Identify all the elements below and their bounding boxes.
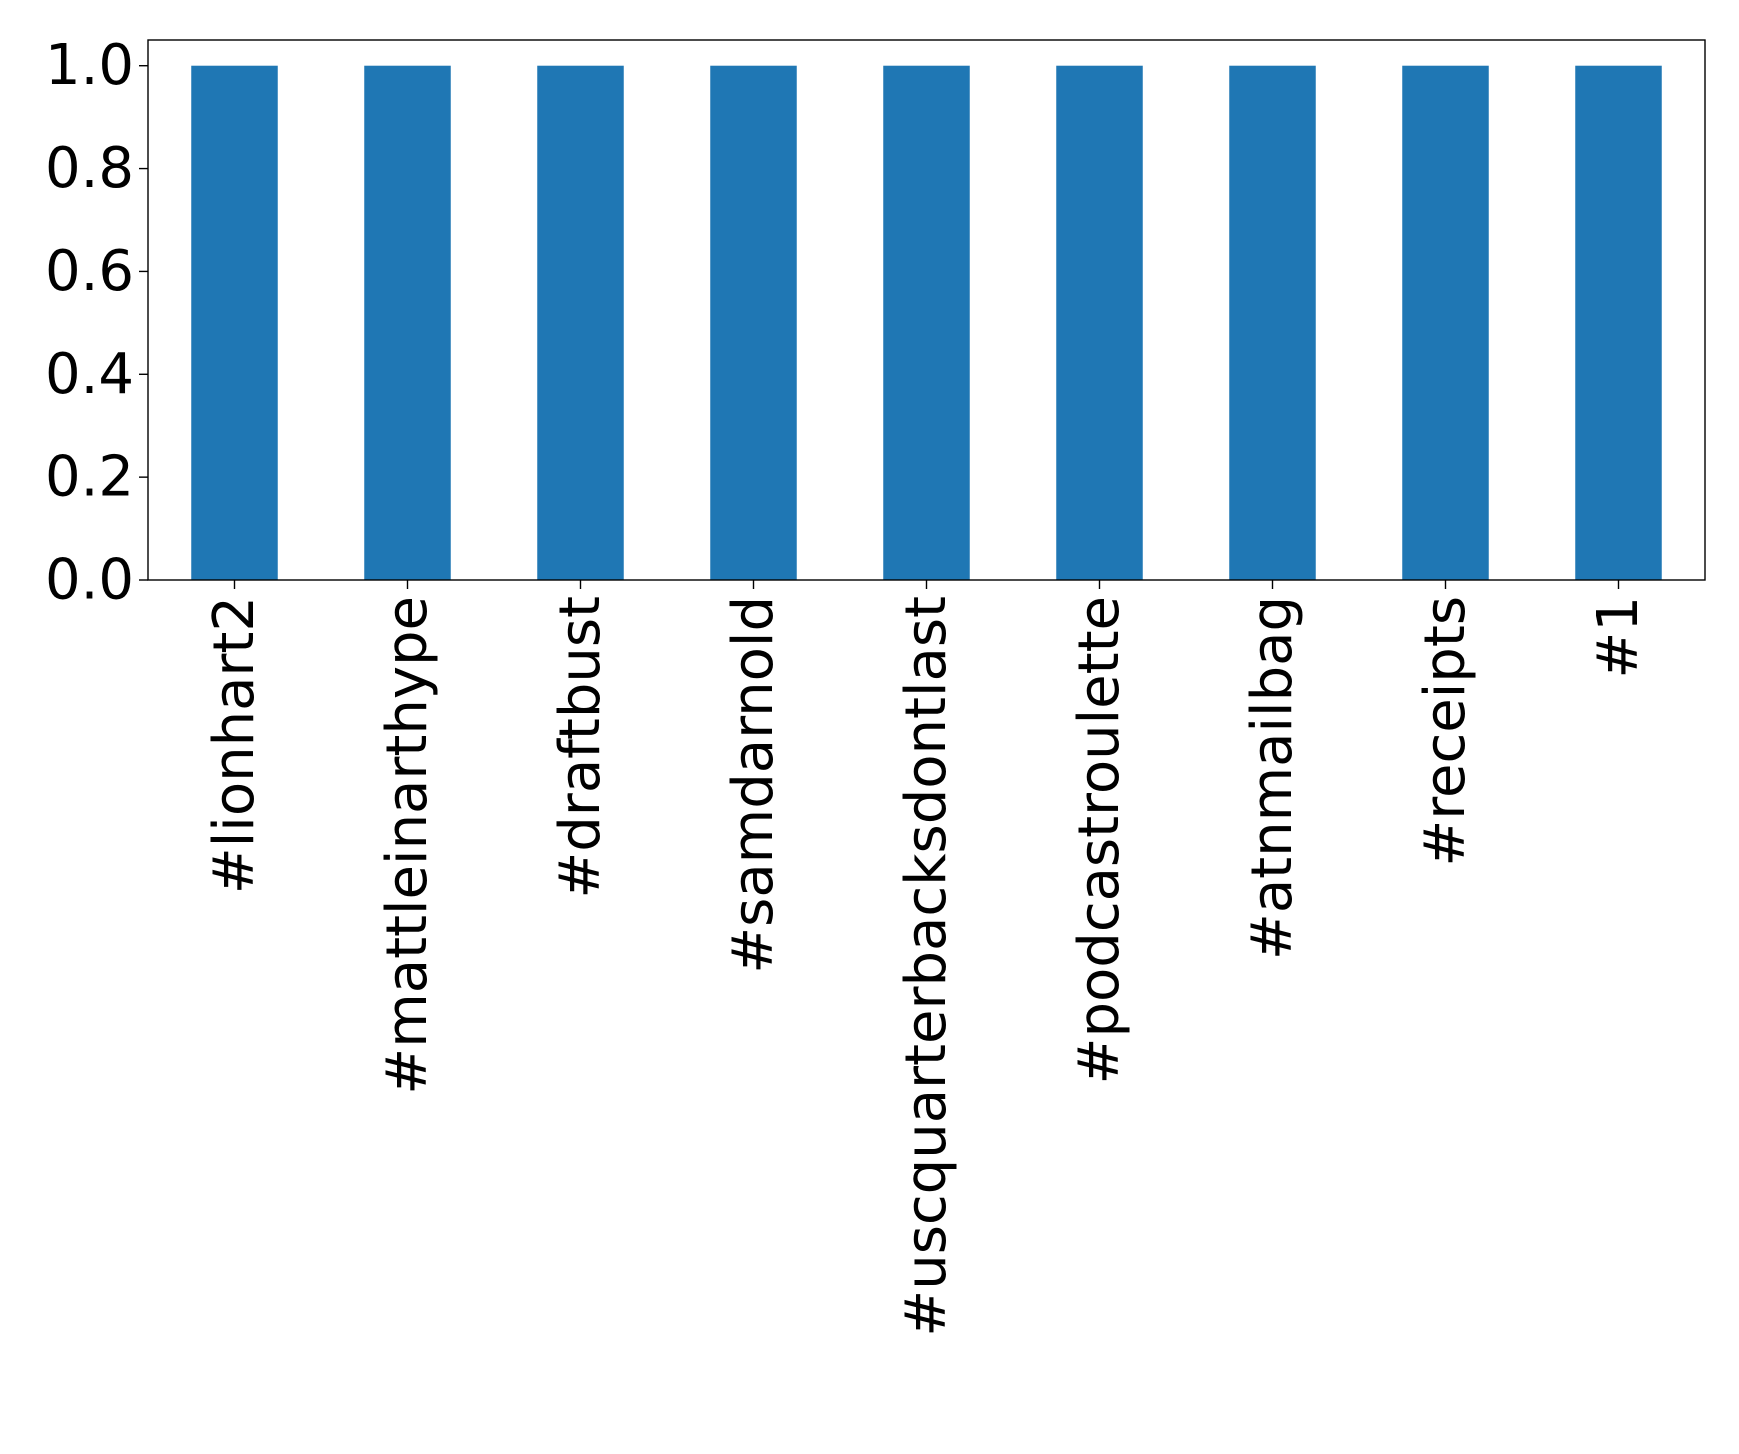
bar-7 <box>1402 65 1489 580</box>
x-tick-label-3: #samdarnold <box>721 596 786 974</box>
y-tick-label-2: 0.4 <box>45 342 134 407</box>
y-tick-label-5: 1.0 <box>45 33 134 98</box>
y-tick-label-3: 0.6 <box>45 239 134 304</box>
bar-0 <box>191 65 278 580</box>
x-tick-label-8: #1 <box>1586 596 1651 679</box>
x-tick-label-7: #receipts <box>1413 596 1478 867</box>
bar-4 <box>883 65 970 580</box>
bar-3 <box>710 65 797 580</box>
x-tick-label-0: #lionhart2 <box>202 596 267 894</box>
bar-8 <box>1575 65 1662 580</box>
y-ticks: 0.0 0.2 0.4 0.6 0.8 1.0 <box>45 33 148 613</box>
bar-2 <box>537 65 624 580</box>
bars-layer <box>191 65 1662 580</box>
y-tick-label-0: 0.0 <box>45 548 134 613</box>
x-tick-label-5: #podcastroulette <box>1067 596 1132 1084</box>
bar-5 <box>1056 65 1143 580</box>
x-tick-label-1: #mattleinarthype <box>375 596 440 1095</box>
x-tick-label-2: #draftbust <box>548 596 613 899</box>
bar-1 <box>364 65 451 580</box>
y-tick-label-1: 0.2 <box>45 445 134 510</box>
x-ticks: #lionhart2 #mattleinarthype #draftbust #sam… <box>202 580 1651 1337</box>
x-tick-label-4: #uscquarterbacksdontlast <box>894 596 959 1337</box>
bar-6 <box>1229 65 1316 580</box>
x-tick-label-6: #atnmailbag <box>1240 596 1305 960</box>
y-tick-label-4: 0.8 <box>45 136 134 201</box>
